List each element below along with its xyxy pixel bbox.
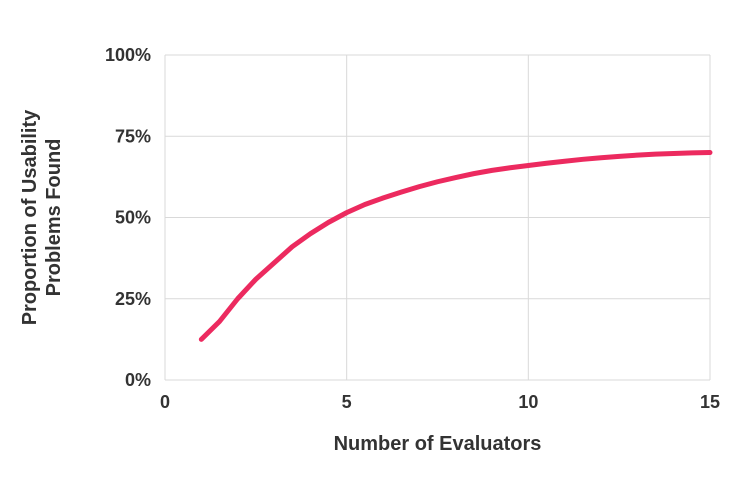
x-tick-label: 5	[342, 392, 352, 412]
x-tick-label: 0	[160, 392, 170, 412]
y-tick-label: 0%	[125, 370, 151, 390]
y-tick-label: 100%	[105, 45, 151, 65]
chart-canvas: 0 5 10 15 0% 25% 50% 75% 100% Number of Evaluator…	[0, 0, 750, 500]
x-tick-label: 15	[700, 392, 720, 412]
usability-chart: 0 5 10 15 0% 25% 50% 75% 100% Number of Evaluator…	[0, 0, 750, 500]
y-tick-label: 25%	[115, 289, 151, 309]
x-axis-label: Number of Evaluators	[334, 433, 542, 455]
y-tick-label: 75%	[115, 126, 151, 146]
x-tick-label: 10	[518, 392, 538, 412]
chart-background	[0, 0, 750, 500]
y-tick-label: 50%	[115, 208, 151, 228]
